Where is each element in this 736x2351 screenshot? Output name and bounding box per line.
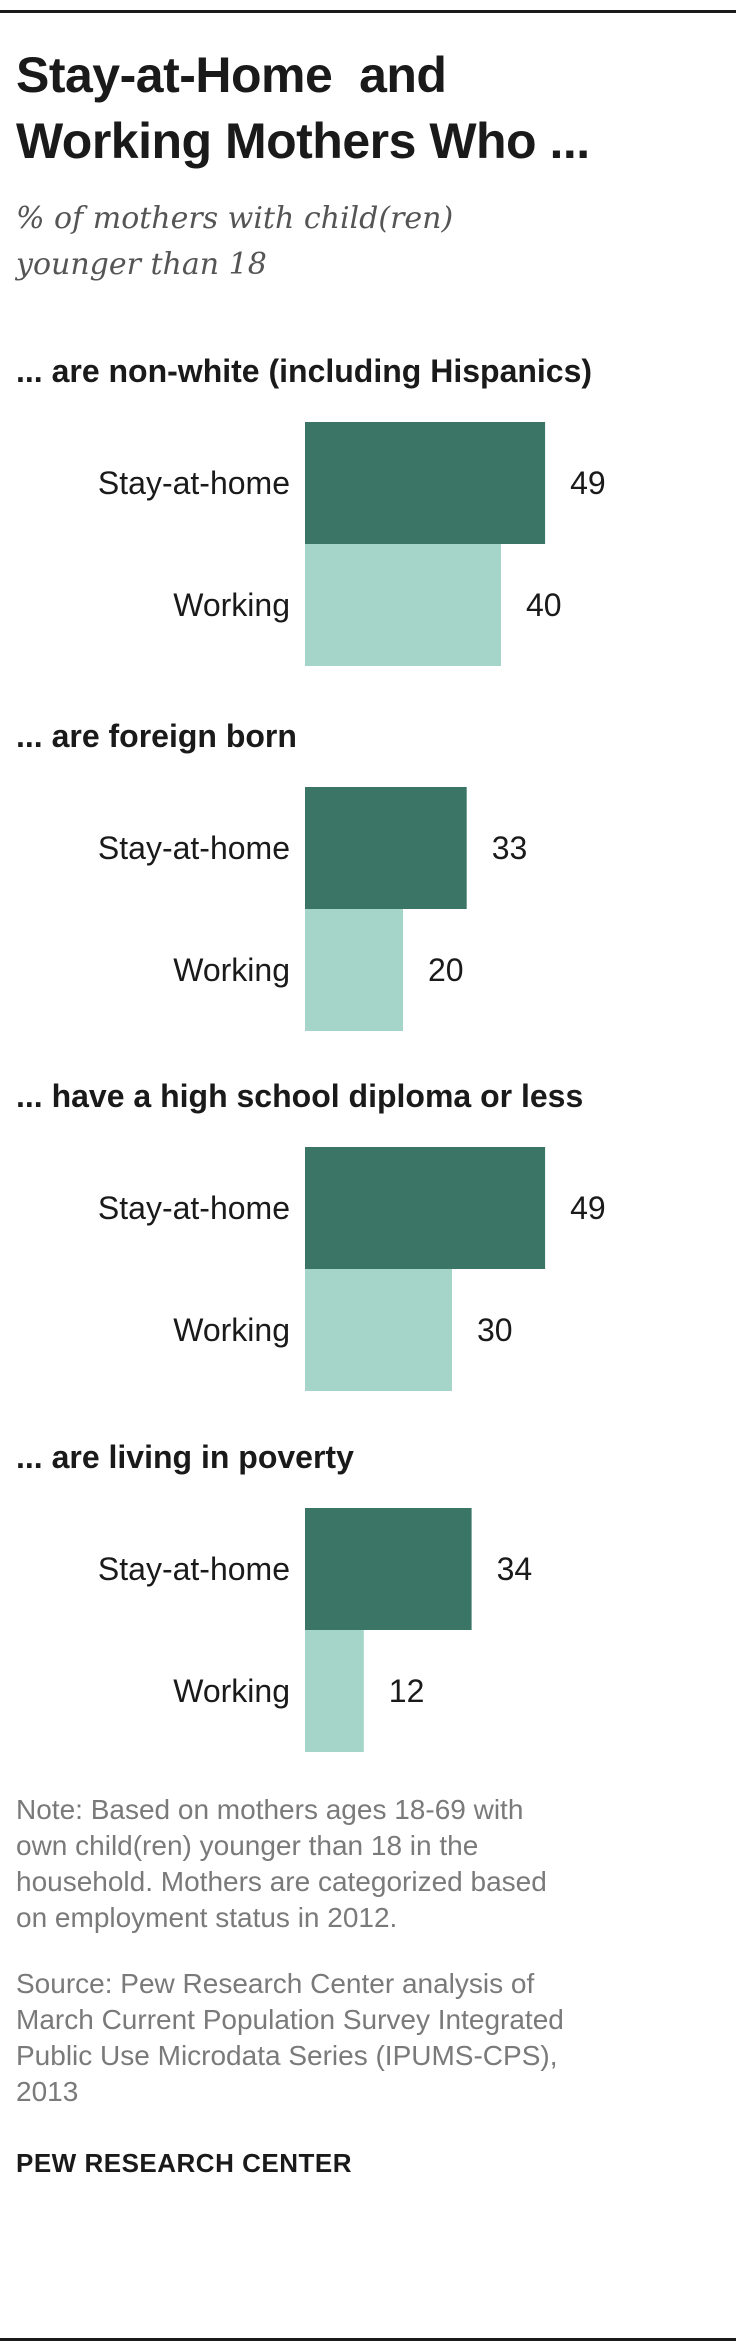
category-label: Stay-at-home: [98, 1551, 290, 1587]
data-label: 34: [497, 1551, 533, 1587]
panel-label: ... have a high school diploma or less: [16, 1078, 583, 1114]
bar-working: [305, 544, 501, 666]
chart-note: Note: Based on mothers ages 18-69 with o…: [16, 1792, 716, 1936]
data-label: 40: [526, 587, 562, 623]
data-label: 49: [570, 1190, 606, 1226]
bottom-rule: [0, 2338, 736, 2341]
note-line-2: own child(ren) younger than 18 in the: [16, 1830, 479, 1861]
data-label: 49: [570, 465, 606, 501]
chart-title: Stay-at-Home and Working Mothers Who ...: [16, 42, 716, 174]
category-label: Working: [173, 1312, 290, 1348]
bar-stay-at-home: [305, 422, 546, 544]
panel-3: ... have a high school diploma or less St…: [16, 1078, 606, 1391]
top-rule: [0, 10, 736, 13]
note-line-1: Note: Based on mothers ages 18-69 with: [16, 1794, 524, 1825]
source-line-4: 2013: [16, 2076, 79, 2107]
data-label: 33: [492, 830, 528, 866]
category-label: Working: [173, 1673, 290, 1709]
bar-working: [305, 1269, 452, 1391]
source-line-2: March Current Population Survey Integrat…: [16, 2004, 564, 2035]
bar-working: [305, 909, 403, 1031]
panel-1: ... are non-white (including Hispanics) S…: [16, 353, 606, 666]
data-label: 12: [389, 1673, 425, 1709]
subtitle-line-2: younger than 18: [16, 247, 267, 282]
title-line-2: Working Mothers Who ...: [16, 113, 590, 169]
category-label: Stay-at-home: [98, 465, 290, 501]
subtitle-line-1: % of mothers with child(ren): [16, 201, 454, 236]
data-label: 30: [477, 1312, 513, 1348]
pew-research-center-logo-text: PEW RESEARCH CENTER: [16, 2148, 352, 2178]
chart-source: Source: Pew Research Center analysis of …: [16, 1966, 716, 2110]
category-label: Stay-at-home: [98, 1190, 290, 1226]
panel-label: ... are living in poverty: [16, 1439, 354, 1475]
source-line-3: Public Use Microdata Series (IPUMS-CPS),: [16, 2040, 558, 2071]
panel-label: ... are foreign born: [16, 718, 297, 754]
bar-stay-at-home: [305, 1147, 546, 1269]
data-label: 20: [428, 952, 464, 988]
source-line-1: Source: Pew Research Center analysis of: [16, 1968, 535, 1999]
bar-stay-at-home: [305, 1508, 472, 1630]
category-label: Working: [173, 952, 290, 988]
category-label: Working: [173, 587, 290, 623]
note-line-4: on employment status in 2012.: [16, 1902, 398, 1933]
panel-2: ... are foreign born Stay-at-home 33 Workin…: [16, 718, 527, 1031]
chart-subtitle: % of mothers with child(ren) younger tha…: [16, 196, 716, 288]
category-label: Stay-at-home: [98, 830, 290, 866]
panel-4: ... are living in poverty Stay-at-home 34 W…: [16, 1439, 532, 1752]
bar-stay-at-home: [305, 787, 467, 909]
note-line-3: household. Mothers are categorized based: [16, 1866, 547, 1897]
bar-working: [305, 1630, 364, 1752]
panel-label: ... are non-white (including Hispanics): [16, 353, 592, 389]
title-line-1: Stay-at-Home and: [16, 47, 447, 103]
